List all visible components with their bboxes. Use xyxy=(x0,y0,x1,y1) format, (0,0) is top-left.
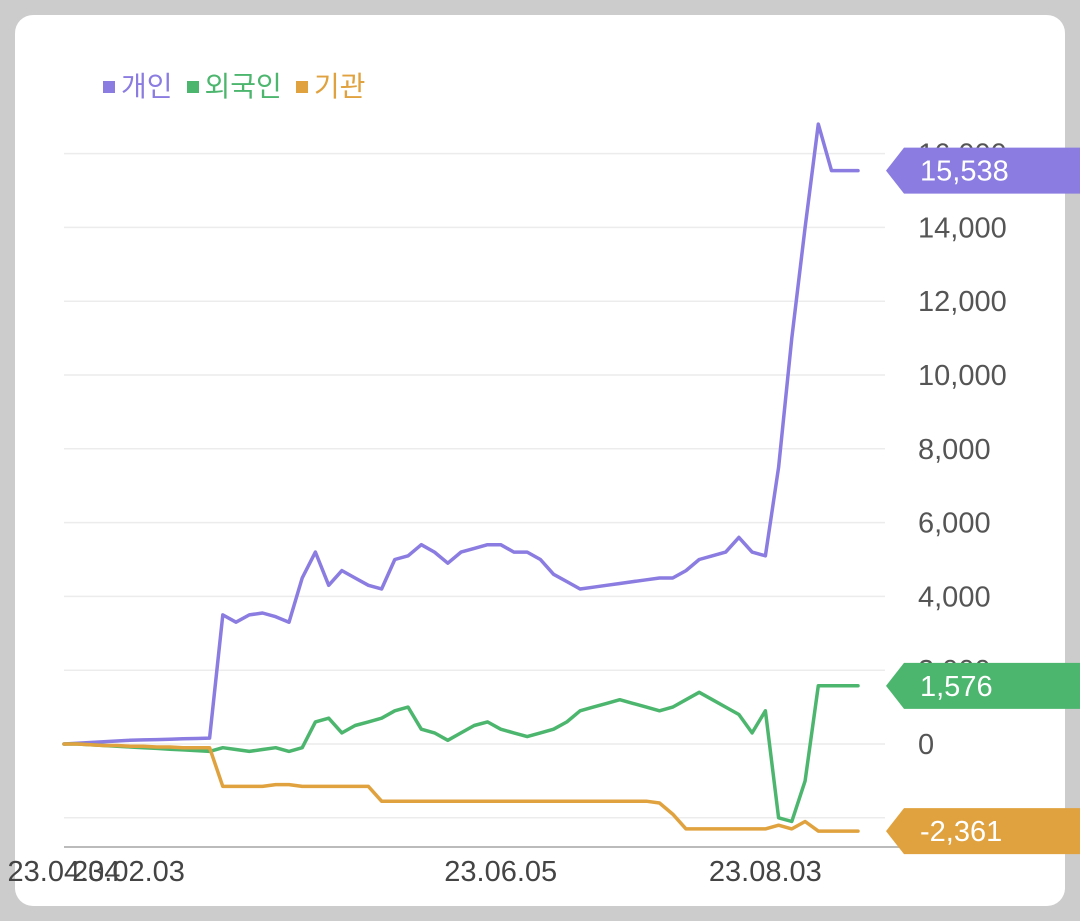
x-tick-label: 23.04.04 xyxy=(8,856,121,888)
last-value-tag xyxy=(886,147,1080,194)
series-line xyxy=(62,122,860,746)
legend-swatch-icon xyxy=(295,81,308,93)
y-tick-label: 10,000 xyxy=(918,360,1007,392)
x-tick-label: 23.02.03 xyxy=(72,856,185,888)
legend-item-institution[interactable]: 기관 xyxy=(295,67,366,107)
legend-label: 외국인 xyxy=(204,71,282,102)
legend-label: 기관 xyxy=(313,71,366,102)
y-tick-label: 0 xyxy=(918,729,934,761)
series-line xyxy=(62,684,860,824)
legend-swatch-icon xyxy=(186,81,199,93)
chart-legend: 개인 외국인 기관 xyxy=(103,67,379,107)
last-value-label: 15,538 xyxy=(920,156,1009,188)
chart-card: 개인 외국인 기관 xyxy=(15,15,1065,906)
y-tick-label: 8,000 xyxy=(918,434,991,466)
last-value-label: 1,576 xyxy=(920,671,993,703)
y-tick-label: 4,000 xyxy=(918,581,991,613)
last-value-label: -2,361 xyxy=(920,816,1002,848)
legend-label: 개인 xyxy=(121,71,173,102)
y-tick-label: 6,000 xyxy=(918,508,991,540)
legend-item-individual[interactable]: 개인 xyxy=(103,67,173,107)
last-value-tag xyxy=(886,808,1080,855)
y-tick-label: 12,000 xyxy=(918,286,1007,318)
x-tick-label: 23.08.03 xyxy=(709,856,822,888)
last-value-tag xyxy=(886,662,1080,709)
y-tick-label: 14,000 xyxy=(918,212,1007,244)
series-line xyxy=(62,742,860,833)
legend-swatch-icon xyxy=(103,81,115,93)
x-tick-label: 23.06.05 xyxy=(444,856,557,888)
legend-item-foreign[interactable]: 외국인 xyxy=(186,67,282,107)
